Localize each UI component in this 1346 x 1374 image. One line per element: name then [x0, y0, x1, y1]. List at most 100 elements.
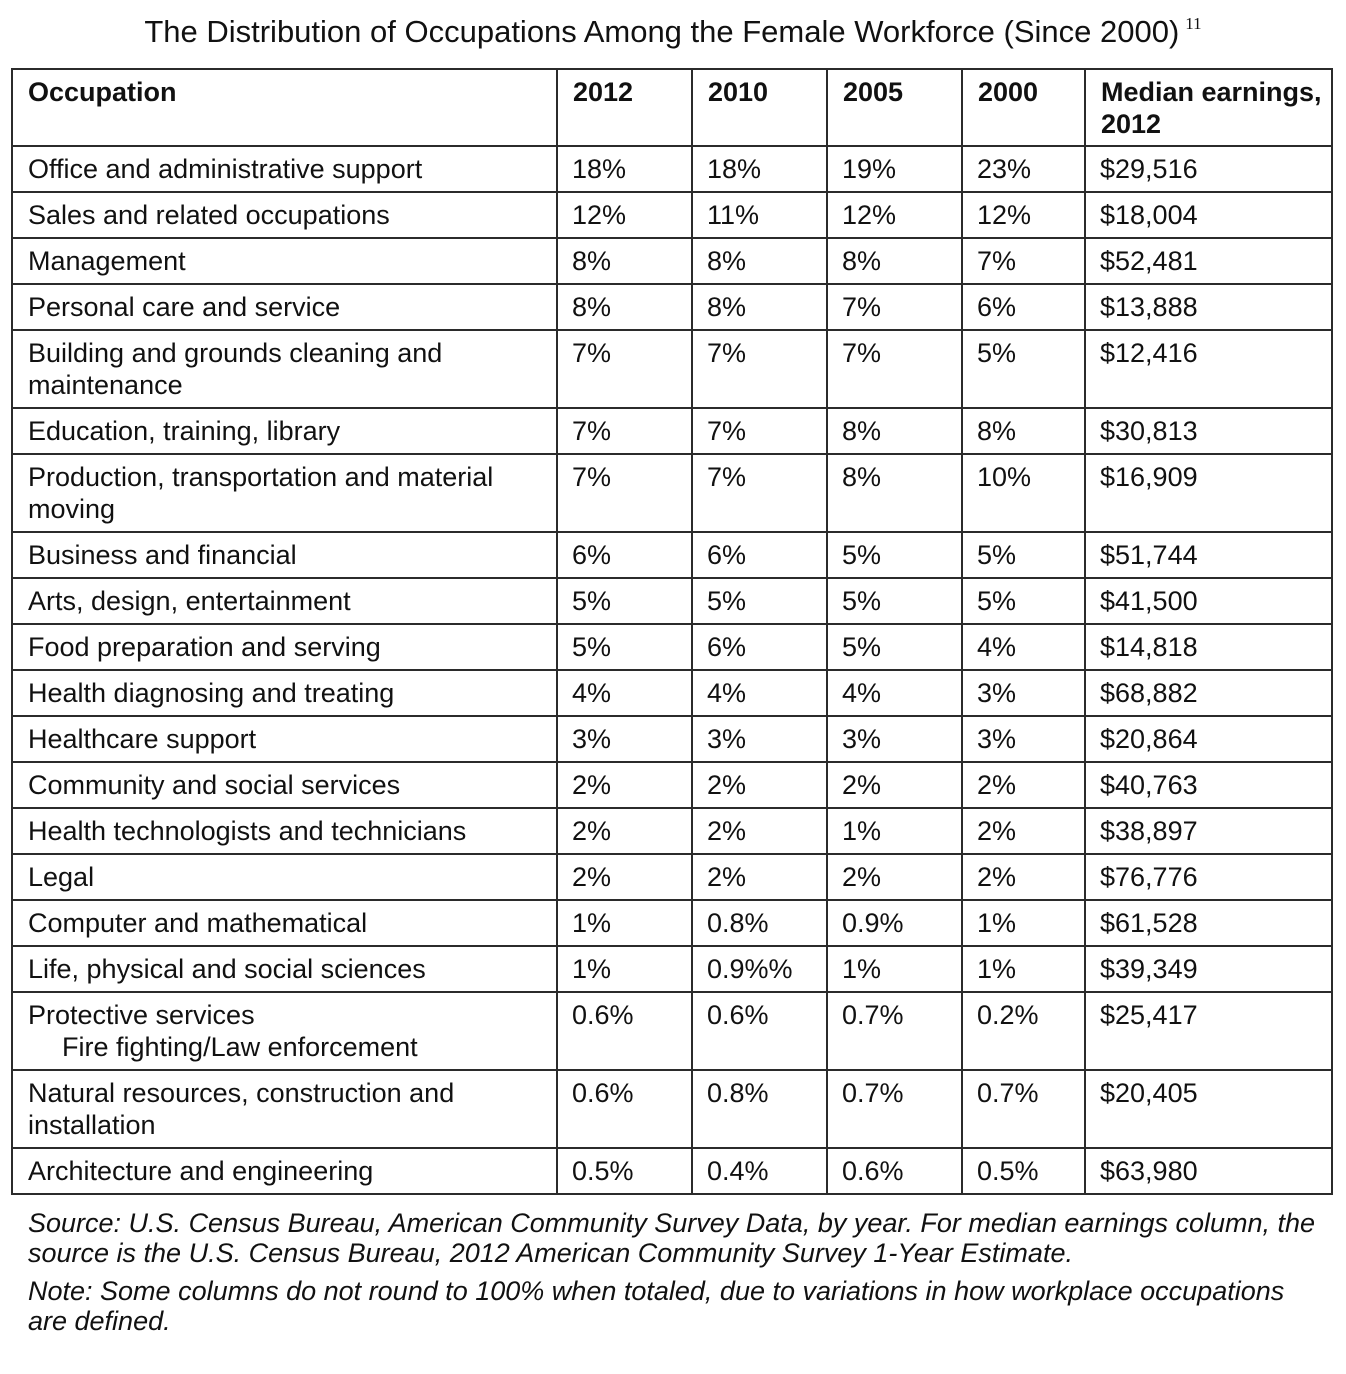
table-row: Sales and related occupations 12% 11% 12…	[11, 191, 1333, 239]
value-2012-cell: 4%	[556, 669, 693, 717]
value-2000-cell: 0.5%	[961, 1147, 1086, 1195]
value-2000-cell: 5%	[961, 531, 1086, 579]
value-2005-cell: 5%	[826, 531, 963, 579]
value-2005-cell: 3%	[826, 715, 963, 763]
earnings-cell: $39,349	[1084, 945, 1333, 993]
earnings-cell: $29,516	[1084, 145, 1333, 193]
occupation-cell: Healthcare support	[11, 715, 558, 763]
table-row: Architecture and engineering 0.5% 0.4% 0…	[11, 1147, 1333, 1195]
value-2005-cell: 1%	[826, 945, 963, 993]
footnote-ref: 11	[1185, 14, 1202, 33]
value-2012-cell: 7%	[556, 453, 693, 533]
earnings-cell: $76,776	[1084, 853, 1333, 901]
earnings-cell: $41,500	[1084, 577, 1333, 625]
table-row: Food preparation and serving 5% 6% 5% 4%…	[11, 623, 1333, 671]
value-2012-cell: 7%	[556, 407, 693, 455]
earnings-cell: $25,417	[1084, 991, 1333, 1071]
earnings-cell: $51,744	[1084, 531, 1333, 579]
occupation-label: Protective services	[28, 1000, 255, 1030]
value-2010-cell: 6%	[691, 623, 828, 671]
value-2005-cell: 2%	[826, 761, 963, 809]
value-2010-cell: 6%	[691, 531, 828, 579]
value-2012-cell: 1%	[556, 899, 693, 947]
value-2000-cell: 0.2%	[961, 991, 1086, 1071]
value-2000-cell: 2%	[961, 853, 1086, 901]
earnings-cell: $52,481	[1084, 237, 1333, 285]
value-2012-cell: 0.5%	[556, 1147, 693, 1195]
value-2000-cell: 2%	[961, 807, 1086, 855]
value-2010-cell: 2%	[691, 807, 828, 855]
occupation-cell: Health diagnosing and treating	[11, 669, 558, 717]
value-2005-cell: 2%	[826, 853, 963, 901]
value-2010-cell: 0.8%	[691, 1069, 828, 1149]
value-2012-cell: 2%	[556, 807, 693, 855]
value-2012-cell: 2%	[556, 761, 693, 809]
value-2010-cell: 18%	[691, 145, 828, 193]
header-2005: 2005	[826, 68, 963, 147]
value-2005-cell: 5%	[826, 623, 963, 671]
value-2005-cell: 0.6%	[826, 1147, 963, 1195]
value-2005-cell: 8%	[826, 237, 963, 285]
occupation-cell: Building and grounds cleaning and mainte…	[11, 329, 558, 409]
value-2010-cell: 0.9%%	[691, 945, 828, 993]
value-2010-cell: 2%	[691, 853, 828, 901]
occupation-sub-label: Fire fighting/Law enforcement	[62, 1032, 418, 1062]
earnings-cell: $38,897	[1084, 807, 1333, 855]
occupation-cell: Food preparation and serving	[11, 623, 558, 671]
value-2005-cell: 0.7%	[826, 991, 963, 1071]
table-row: Health technologists and technicians 2% …	[11, 807, 1333, 855]
header-2010: 2010	[691, 68, 828, 147]
table-row: Production, transportation and material …	[11, 453, 1333, 533]
value-2005-cell: 7%	[826, 283, 963, 331]
value-2012-cell: 12%	[556, 191, 693, 239]
value-2010-cell: 11%	[691, 191, 828, 239]
value-2005-cell: 0.7%	[826, 1069, 963, 1149]
page-title: The Distribution of Occupations Among th…	[0, 12, 1346, 52]
value-2000-cell: 3%	[961, 669, 1086, 717]
value-2012-cell: 3%	[556, 715, 693, 763]
value-2000-cell: 5%	[961, 329, 1086, 409]
occupation-cell: Protective services Fire fighting/Law enf…	[11, 991, 558, 1071]
value-2005-cell: 1%	[826, 807, 963, 855]
value-2012-cell: 8%	[556, 237, 693, 285]
earnings-cell: $13,888	[1084, 283, 1333, 331]
header-2000: 2000	[961, 68, 1086, 147]
occupation-cell: Production, transportation and material …	[11, 453, 558, 533]
value-2000-cell: 12%	[961, 191, 1086, 239]
value-2010-cell: 7%	[691, 407, 828, 455]
value-2000-cell: 23%	[961, 145, 1086, 193]
value-2012-cell: 1%	[556, 945, 693, 993]
value-2005-cell: 5%	[826, 577, 963, 625]
occupation-cell: Computer and mathematical	[11, 899, 558, 947]
occupation-cell: Office and administrative support	[11, 145, 558, 193]
table-row: Community and social services 2% 2% 2% 2…	[11, 761, 1333, 809]
occupation-cell: Life, physical and social sciences	[11, 945, 558, 993]
table-row: Health diagnosing and treating 4% 4% 4% …	[11, 669, 1333, 717]
value-2010-cell: 8%	[691, 283, 828, 331]
table-row: Healthcare support 3% 3% 3% 3% $20,864	[11, 715, 1333, 763]
value-2012-cell: 5%	[556, 577, 693, 625]
table-row: Building and grounds cleaning and mainte…	[11, 329, 1333, 409]
value-2000-cell: 0.7%	[961, 1069, 1086, 1149]
header-median-earnings: Median earnings, 2012	[1084, 68, 1333, 147]
table-row: Education, training, library 7% 7% 8% 8%…	[11, 407, 1333, 455]
value-2000-cell: 1%	[961, 899, 1086, 947]
table-row: Legal 2% 2% 2% 2% $76,776	[11, 853, 1333, 901]
table-row: Business and financial 6% 6% 5% 5% $51,7…	[11, 531, 1333, 579]
value-2000-cell: 3%	[961, 715, 1086, 763]
earnings-cell: $30,813	[1084, 407, 1333, 455]
occupation-cell: Architecture and engineering	[11, 1147, 558, 1195]
occupation-cell: Sales and related occupations	[11, 191, 558, 239]
value-2005-cell: 4%	[826, 669, 963, 717]
header-occupation: Occupation	[11, 68, 558, 147]
value-2005-cell: 8%	[826, 407, 963, 455]
earnings-cell: $14,818	[1084, 623, 1333, 671]
table-row: Management 8% 8% 8% 7% $52,481	[11, 237, 1333, 285]
value-2000-cell: 5%	[961, 577, 1086, 625]
value-2005-cell: 19%	[826, 145, 963, 193]
value-2012-cell: 5%	[556, 623, 693, 671]
value-2012-cell: 0.6%	[556, 1069, 693, 1149]
source-note: Source: U.S. Census Bureau, American Com…	[28, 1208, 1316, 1268]
value-2012-cell: 0.6%	[556, 991, 693, 1071]
occupation-cell: Health technologists and technicians	[11, 807, 558, 855]
